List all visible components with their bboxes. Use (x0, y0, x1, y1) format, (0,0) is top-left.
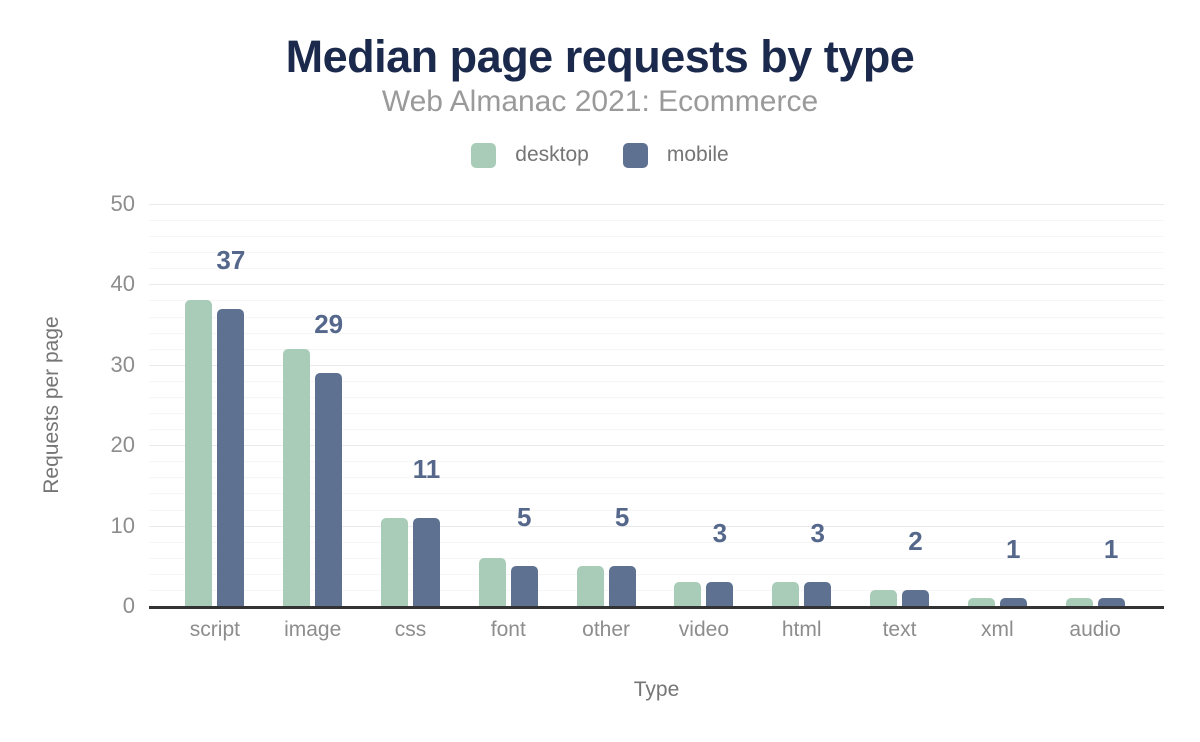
x-axis-title: Type (633, 678, 680, 701)
bar-mobile-css[interactable] (412, 518, 440, 606)
gridline-minor (149, 493, 1164, 494)
y-tick-0: 0 (122, 593, 135, 618)
gridline-minor (149, 461, 1164, 462)
y-tick-30: 30 (110, 352, 135, 377)
x-tick-html: html (781, 618, 822, 641)
bar-label-html: 3 (810, 518, 825, 548)
gridline-major (149, 204, 1164, 205)
x-tick-script: script (189, 618, 240, 641)
gridline-minor (149, 477, 1164, 478)
bar-desktop-text[interactable] (869, 590, 897, 606)
chart-title: Median page requests by type (285, 31, 915, 82)
bar-group-image: 29 (264, 204, 362, 606)
bar-group-video: 3 (655, 204, 753, 606)
bar-mobile-script[interactable] (217, 309, 245, 606)
bar-mobile-other[interactable] (608, 566, 636, 606)
y-tick-50: 50 (110, 191, 135, 216)
mobile-series-swatch (622, 142, 648, 168)
x-tick-xml: xml (980, 618, 1014, 641)
bar-mobile-text[interactable] (901, 590, 929, 606)
bar-group-script: 37 (166, 204, 264, 606)
chart-subtitle: Web Almanac 2021: Ecommerce (381, 85, 819, 118)
bar-group-css: 11 (362, 204, 460, 606)
y-axis-title: Requests per page (40, 316, 63, 494)
mobile-legend-label: mobile (666, 143, 729, 166)
gridline-minor (149, 413, 1164, 414)
bar-desktop-script[interactable] (185, 300, 213, 606)
gridline-major (149, 365, 1164, 366)
bar-mobile-xml[interactable] (999, 598, 1027, 606)
gridline-minor (149, 268, 1164, 269)
bar-group-text: 2 (851, 204, 949, 606)
gridline-minor (149, 252, 1164, 253)
y-tick-20: 20 (110, 432, 135, 457)
bar-label-other: 5 (614, 502, 630, 532)
bar-group-audio: 1 (1046, 204, 1144, 606)
bar-mobile-audio[interactable] (1097, 598, 1125, 606)
desktop-legend-label: desktop (515, 143, 589, 166)
gridline-minor (149, 333, 1164, 334)
bar-desktop-html[interactable] (772, 582, 800, 606)
bar-label-image: 29 (314, 309, 344, 339)
bar-desktop-css[interactable] (380, 518, 408, 606)
bar-desktop-other[interactable] (576, 566, 604, 606)
bar-mobile-video[interactable] (706, 582, 734, 606)
gridline-minor (149, 381, 1164, 382)
x-axis-line (149, 606, 1164, 609)
y-tick-10: 10 (110, 513, 135, 538)
bar-label-video: 3 (712, 518, 728, 548)
gridline-minor (149, 429, 1164, 430)
bar-label-css: 11 (412, 454, 441, 484)
gridline-minor (149, 317, 1164, 318)
bar-group-font: 5 (459, 204, 557, 606)
x-tick-audio: audio (1069, 618, 1121, 641)
x-tick-font: font (490, 618, 526, 641)
gridline-minor (149, 590, 1164, 591)
gridline-minor (149, 574, 1164, 575)
chart-legend: desktop mobile (0, 142, 1200, 168)
desktop-series-swatch (471, 142, 497, 168)
bar-label-xml: 1 (1006, 534, 1021, 564)
legend-item-desktop[interactable]: desktop (471, 142, 589, 168)
y-tick-40: 40 (110, 271, 135, 296)
bar-label-text: 2 (908, 526, 923, 556)
gridline-minor (149, 236, 1164, 237)
gridline-minor (149, 300, 1164, 301)
bar-desktop-image[interactable] (283, 349, 311, 606)
bar-label-font: 5 (517, 502, 532, 532)
x-tick-css: css (394, 618, 427, 641)
bar-mobile-image[interactable] (315, 373, 343, 606)
bar-desktop-audio[interactable] (1065, 598, 1093, 606)
bar-mobile-font[interactable] (510, 566, 538, 606)
x-tick-other: other (582, 618, 631, 641)
x-tick-video: video (678, 618, 729, 641)
bar-label-script: 37 (216, 245, 246, 275)
gridline-major (149, 284, 1164, 285)
x-tick-text: text (882, 618, 917, 641)
gridline-minor (149, 542, 1164, 543)
gridline-major (149, 445, 1164, 446)
bar-group-html: 3 (753, 204, 851, 606)
gridline-minor (149, 510, 1164, 511)
gridline-major (149, 526, 1164, 527)
gridline-minor (149, 558, 1164, 559)
bar-mobile-html[interactable] (804, 582, 832, 606)
bar-group-xml: 1 (948, 204, 1046, 606)
gridline-minor (149, 397, 1164, 398)
bar-group-other: 5 (557, 204, 655, 606)
plot-area: 37 29 11 5 5 3 3 2 1 1 (149, 204, 1164, 609)
bar-desktop-video[interactable] (674, 582, 702, 606)
x-tick-image: image (284, 618, 342, 641)
gridline-minor (149, 349, 1164, 350)
bar-label-audio: 1 (1103, 534, 1119, 564)
legend-item-mobile[interactable]: mobile (622, 142, 729, 168)
gridline-minor (149, 220, 1164, 221)
bar-desktop-font[interactable] (478, 558, 506, 606)
bar-desktop-xml[interactable] (967, 598, 995, 606)
